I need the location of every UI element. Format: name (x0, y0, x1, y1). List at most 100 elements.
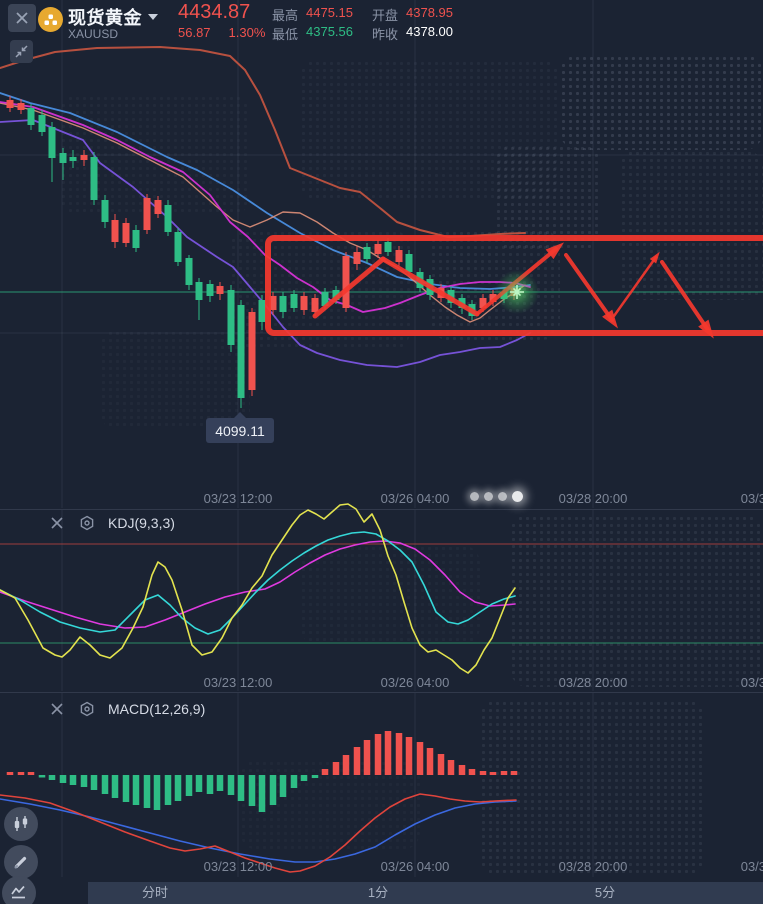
chevron-down-icon (148, 14, 158, 20)
candle (122, 223, 130, 243)
candle (48, 127, 56, 158)
close-icon (51, 517, 63, 529)
timeframe-tab-1[interactable]: 分时 (141, 885, 169, 900)
candle (353, 252, 361, 264)
macd-histogram-bar (6, 772, 14, 775)
time-axis-label: 03/31 (740, 859, 763, 874)
macd-histogram-bar (164, 775, 172, 805)
candle (311, 298, 319, 312)
annotation-arrow[interactable] (612, 255, 658, 318)
draw-tool-button[interactable] (4, 845, 38, 879)
time-axis-label: 03/26 04:00 (380, 491, 450, 506)
annotation-arrowhead (649, 251, 660, 264)
macd-indicator-label: MACD(12,26,9) (108, 701, 206, 717)
candle (69, 157, 77, 161)
candle (132, 230, 140, 248)
candle (248, 312, 256, 390)
candle (342, 256, 350, 308)
candle (185, 258, 193, 285)
stat-label: 昨收 (372, 27, 399, 42)
indicator-wave-icon (11, 885, 25, 899)
macd-histogram-bar (59, 775, 67, 783)
candle (6, 100, 14, 108)
macd-histogram-bar (468, 769, 476, 775)
indicator-button[interactable] (2, 876, 36, 904)
macd-histogram-bar (290, 775, 298, 788)
candle (258, 300, 266, 322)
collapse-button[interactable] (10, 40, 33, 63)
macd-histogram-bar (300, 775, 308, 781)
candle (237, 305, 245, 398)
candle (405, 254, 413, 272)
macd-histogram-bar (27, 772, 35, 775)
kdj-d-line (0, 540, 516, 629)
macd-histogram-bar (479, 771, 487, 775)
candle (363, 247, 371, 259)
macd-histogram-bar (384, 731, 392, 775)
kdj-settings-button[interactable] (78, 514, 96, 532)
instrument-selector[interactable]: 现货黄金 (68, 4, 158, 30)
time-axis-label: 03/31 (740, 491, 763, 506)
annotation-arrow[interactable] (564, 253, 614, 322)
timeframe-tab-3[interactable]: 5分 (594, 885, 616, 900)
annotation-arrow[interactable] (660, 260, 710, 332)
macd-histogram-bar (416, 742, 424, 775)
macd-histogram-bar (395, 733, 403, 775)
candle (332, 290, 340, 300)
macd-histogram-bar (17, 772, 25, 775)
candle (216, 286, 224, 294)
timeframe-tab-2[interactable]: 1分 (367, 885, 389, 900)
annotation-channel-box[interactable] (265, 235, 763, 336)
annotation-arrowhead (698, 319, 714, 339)
gear-icon (80, 701, 94, 717)
candle (395, 250, 403, 262)
macd-histogram-bar (132, 775, 140, 805)
macd-histogram-bar (90, 775, 98, 790)
stat-value: 4375.56 (306, 24, 354, 39)
bollinger-upper-band (0, 46, 526, 238)
candle (279, 296, 287, 312)
macd-histogram-bar (38, 775, 46, 778)
annotation-trend-segment[interactable] (380, 256, 480, 317)
kdj-k-line (0, 531, 516, 635)
macd-histogram-bar (143, 775, 151, 808)
close-chart-button[interactable] (8, 4, 36, 32)
macd-histogram-bar (185, 775, 193, 796)
candle (111, 220, 119, 242)
macd-histogram-bar (227, 775, 235, 795)
macd-histogram-bar (101, 775, 109, 794)
last-price: 4434.87 (178, 1, 251, 23)
candle (269, 296, 277, 310)
macd-histogram-bar (363, 740, 371, 775)
chart-type-button[interactable] (4, 807, 38, 841)
stat-label: 最低 (272, 27, 299, 42)
candle (38, 115, 46, 132)
candle (321, 292, 329, 306)
macd-histogram-bar (437, 754, 445, 775)
candle (27, 108, 35, 125)
macd-histogram-bar (174, 775, 182, 801)
macd-settings-button[interactable] (78, 700, 96, 718)
time-axis-label: 03/23 12:00 (203, 859, 273, 874)
candle (59, 153, 67, 163)
candle (174, 232, 182, 262)
instrument-name: 现货黄金 (68, 8, 142, 28)
stat-low: 最低 4375.56 (272, 24, 353, 43)
candle (101, 200, 109, 222)
macd-histogram-bar (447, 760, 455, 775)
macd-histogram-bar (122, 775, 130, 802)
stat-high: 最高 4475.15 (272, 5, 353, 24)
macd-close-button[interactable] (48, 700, 66, 718)
macd-histogram-bar (332, 762, 340, 775)
kdj-close-button[interactable] (48, 514, 66, 532)
candle (227, 290, 235, 345)
price-change: 56.87 (178, 25, 211, 40)
time-axis-label: 03/28 20:00 (558, 675, 628, 690)
annotation-trend-segment[interactable] (312, 256, 386, 319)
stat-open: 开盘 4378.95 (372, 5, 453, 24)
macd-histogram-bar (342, 755, 350, 775)
annotation-arrowhead (602, 309, 619, 329)
macd-histogram-bar (500, 771, 508, 775)
candle (479, 298, 487, 308)
